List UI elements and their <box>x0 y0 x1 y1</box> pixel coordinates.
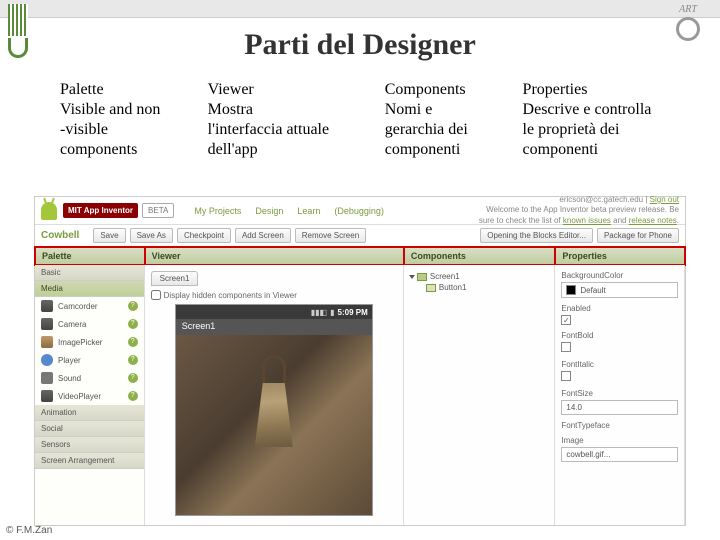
phone-time: 5:09 PM <box>338 308 368 317</box>
help-icon[interactable]: ? <box>128 373 138 383</box>
components-header: Components <box>404 247 556 265</box>
display-hidden-toggle[interactable]: Display hidden components in Viewer <box>151 290 397 300</box>
label-components: Components Nomi e gerarchia dei componen… <box>385 80 523 160</box>
palette-item-camera[interactable]: Camera? <box>35 315 144 333</box>
palette-item-sound[interactable]: Sound? <box>35 369 144 387</box>
viewer-panel: Screen1 Display hidden components in Vie… <box>145 265 404 525</box>
signal-icon: ▮▮◧ <box>311 308 327 317</box>
battery-icon: ▮ <box>330 308 334 317</box>
tree-node-button[interactable]: Button1 <box>410 282 549 293</box>
imagepicker-icon <box>41 336 53 348</box>
screen-node-icon <box>417 273 427 281</box>
palette-item-videoplayer[interactable]: VideoPlayer? <box>35 387 144 405</box>
package-button[interactable]: Package for Phone <box>597 228 679 243</box>
properties-panel: BackgroundColor Default Enabled ✓ FontBo… <box>555 265 685 525</box>
phone-title: Screen1 <box>176 319 372 335</box>
save-button[interactable]: Save <box>93 228 125 243</box>
videoplayer-icon <box>41 390 53 402</box>
checkpoint-button[interactable]: Checkpoint <box>177 228 231 243</box>
panel-headers: Palette Viewer Components Properties <box>35 247 685 265</box>
beta-badge: BETA <box>142 203 174 218</box>
slide-credit: © F.M.Zan <box>6 525 52 536</box>
top-nav: My Projects Design Learn (Debugging) <box>194 206 384 216</box>
prop-enabled: Enabled ✓ <box>561 304 678 325</box>
nav-projects[interactable]: My Projects <box>194 206 241 216</box>
help-icon[interactable]: ? <box>128 391 138 401</box>
fontbold-checkbox[interactable] <box>561 342 571 352</box>
cowbell-image <box>239 355 309 455</box>
help-icon[interactable]: ? <box>128 337 138 347</box>
palette-item-camcorder[interactable]: Camcorder? <box>35 297 144 315</box>
nav-design[interactable]: Design <box>255 206 283 216</box>
signout-link[interactable]: Sign out <box>650 195 679 204</box>
camcorder-icon <box>41 300 53 312</box>
palette-item-player[interactable]: Player? <box>35 351 144 369</box>
viewer-header: Viewer <box>145 247 404 265</box>
project-toolbar: Cowbell Save Save As Checkpoint Add Scre… <box>35 225 685 247</box>
palette-panel: Basic Media Camcorder? Camera? ImagePick… <box>35 265 145 525</box>
camera-icon <box>41 318 53 330</box>
palette-cat-basic[interactable]: Basic <box>35 265 144 281</box>
addscreen-button[interactable]: Add Screen <box>235 228 291 243</box>
welcome-text: ericson@cc.gatech.edu | Sign out Welcome… <box>479 195 679 226</box>
palette-cat-animation[interactable]: Animation <box>35 405 144 421</box>
help-icon[interactable]: ? <box>128 355 138 365</box>
sound-icon <box>41 372 53 384</box>
appinventor-screenshot: MIT App Inventor BETA My Projects Design… <box>34 196 686 526</box>
help-icon[interactable]: ? <box>128 301 138 311</box>
bgcolor-field[interactable]: Default <box>561 282 678 298</box>
android-icon <box>41 202 57 220</box>
tree-node-screen[interactable]: Screen1 <box>410 271 549 282</box>
help-icon[interactable]: ? <box>128 319 138 329</box>
art-logo: ART <box>664 4 712 46</box>
appinventor-topbar: MIT App Inventor BETA My Projects Design… <box>35 197 685 225</box>
components-panel: Screen1 Button1 <box>404 265 556 525</box>
saveas-button[interactable]: Save As <box>130 228 173 243</box>
button-node-icon <box>426 284 436 292</box>
mit-badge: MIT App Inventor <box>63 203 138 218</box>
screen-tab[interactable]: Screen1 <box>151 271 199 286</box>
phone-screen <box>176 335 372 515</box>
prop-fontitalic: FontItalic <box>561 360 678 383</box>
palette-header: Palette <box>35 247 145 265</box>
palette-cat-sensors[interactable]: Sensors <box>35 437 144 453</box>
nav-learn[interactable]: Learn <box>297 206 320 216</box>
palette-cat-media[interactable]: Media <box>35 281 144 297</box>
nav-debug[interactable]: (Debugging) <box>334 206 384 216</box>
tree-expand-icon[interactable] <box>409 275 415 279</box>
player-icon <box>41 354 53 366</box>
properties-header: Properties <box>555 247 685 265</box>
prop-fonttypeface: FontTypeface <box>561 421 678 430</box>
phone-preview: ▮▮◧ ▮ 5:09 PM Screen1 <box>175 304 373 516</box>
prop-image: Image cowbell.gif... <box>561 436 678 462</box>
labels-row: Palette Visible and non -visible compone… <box>0 80 720 160</box>
display-hidden-checkbox[interactable] <box>151 290 161 300</box>
palette-cat-arrangement[interactable]: Screen Arrangement <box>35 453 144 469</box>
phone-statusbar: ▮▮◧ ▮ 5:09 PM <box>176 305 372 319</box>
slide-title: Parti del Designer <box>0 28 720 62</box>
blocks-button[interactable]: Opening the Blocks Editor... <box>480 228 593 243</box>
prop-bgcolor: BackgroundColor Default <box>561 271 678 298</box>
image-field[interactable]: cowbell.gif... <box>561 447 678 462</box>
color-swatch-icon <box>566 285 576 295</box>
known-issues-link[interactable]: known issues <box>563 216 611 225</box>
label-palette: Palette Visible and non -visible compone… <box>60 80 208 160</box>
release-notes-link[interactable]: release notes <box>629 216 677 225</box>
slide-header-bar <box>0 0 720 18</box>
removescreen-button[interactable]: Remove Screen <box>295 228 366 243</box>
label-viewer: Viewer Mostra l'interfaccia attuale dell… <box>208 80 385 160</box>
prop-fontbold: FontBold <box>561 331 678 354</box>
project-name: Cowbell <box>41 230 79 241</box>
palette-cat-social[interactable]: Social <box>35 421 144 437</box>
palette-item-imagepicker[interactable]: ImagePicker? <box>35 333 144 351</box>
enabled-checkbox[interactable]: ✓ <box>561 315 571 325</box>
label-properties: Properties Descrive e controlla le propr… <box>523 80 680 160</box>
panel-body: Basic Media Camcorder? Camera? ImagePick… <box>35 265 685 525</box>
university-logo <box>8 4 48 52</box>
prop-fontsize: FontSize 14.0 <box>561 389 678 415</box>
fontitalic-checkbox[interactable] <box>561 371 571 381</box>
fontsize-field[interactable]: 14.0 <box>561 400 678 415</box>
